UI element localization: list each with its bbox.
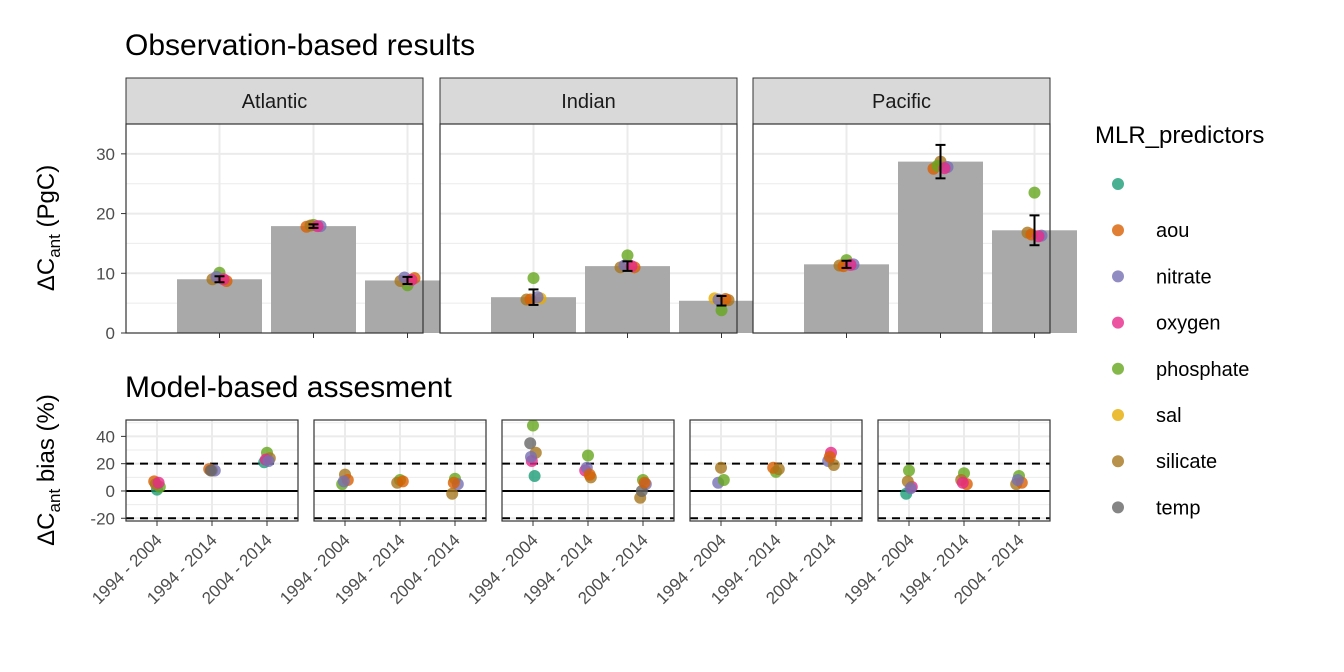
legend-key-nitrate [1112, 270, 1124, 283]
point-silicate [715, 461, 727, 474]
top-y-tick-label: 0 [106, 324, 115, 343]
point-nitrate [337, 475, 350, 488]
legend-label: phosphate [1156, 359, 1249, 381]
bar [271, 226, 356, 333]
legend-label: temp [1156, 497, 1200, 519]
facet-pacific: Pacific [752, 77, 1077, 338]
point-phosphate [1028, 186, 1041, 199]
legend-key-oxygen [1112, 316, 1124, 329]
point-phosphate [715, 304, 728, 317]
legend-key-temp [1112, 501, 1124, 514]
facet-strip [752, 77, 1051, 125]
panel-border [439, 123, 738, 334]
bottom-y-tick-label: 20 [96, 455, 115, 474]
point-oxygen [311, 220, 324, 233]
point-aou [396, 475, 409, 488]
bottom-y-tick-label: -20 [90, 509, 115, 528]
point-temp [204, 464, 217, 477]
point-oxygen [152, 476, 165, 489]
bar [898, 161, 983, 333]
facet-atlantic: Atlantic [125, 77, 450, 338]
panel-border [752, 123, 1051, 334]
point-aou [583, 468, 596, 481]
bottom-y-axis-label: ΔCant bias (%) [33, 394, 64, 546]
top-y-tick-label: 10 [96, 264, 115, 283]
top-y-axis-label-rest: (PgC) [33, 165, 60, 234]
legend-title: MLR_predictors [1095, 122, 1264, 149]
point-aou [447, 476, 460, 489]
point-phosphate [582, 449, 594, 462]
legend-label: sal [1156, 405, 1182, 427]
point-phosphate [527, 272, 540, 285]
legend-label: nitrate [1156, 266, 1212, 288]
facet-indian: Indian [439, 77, 764, 338]
legend-key-aou [1112, 224, 1124, 237]
top-y-axis-label: ΔCant (PgC) [33, 165, 64, 291]
observation-panels: 0 10 20 30 Atlantic Indian Pacific [96, 77, 1077, 343]
point-aou [823, 450, 836, 463]
top-y-tick-label: 20 [96, 205, 115, 224]
legend-label: silicate [1156, 451, 1217, 473]
legend-label: aou [1156, 220, 1189, 242]
point-silicate [446, 487, 459, 500]
facet-strip-label: Atlantic [242, 91, 308, 113]
point-oxygen [956, 476, 969, 489]
bottom-y-tick-label: 0 [106, 482, 115, 501]
bar [177, 279, 262, 333]
bar [992, 230, 1077, 333]
point-nitrate [525, 450, 537, 463]
point-phosphate [903, 464, 915, 477]
facet-strip-label: Pacific [872, 91, 931, 113]
bar [804, 264, 889, 333]
facet-strip-label: Indian [561, 91, 616, 113]
point-silicate [772, 463, 785, 476]
legend-label: oxygen [1156, 313, 1221, 335]
bottom-chart-title: Model-based assesment [125, 371, 453, 404]
bottom-y-axis-label-sub: ant [45, 489, 64, 513]
point-phosphate [717, 474, 730, 487]
point-temp [524, 437, 537, 450]
top-chart-title: Observation-based results [125, 29, 475, 62]
top-y-axis-label-sub: ant [45, 234, 64, 258]
bottom-y-axis-label-rest: bias (%) [33, 394, 60, 489]
point-nitrate [1011, 474, 1024, 487]
bottom-y-tick-label: 40 [96, 427, 115, 446]
point-blank [528, 469, 541, 482]
top-y-tick-label: 30 [96, 145, 115, 164]
point-aou [638, 476, 651, 489]
point-nitrate [262, 454, 275, 467]
facet-strip [439, 77, 738, 125]
legend-key-phosphate [1112, 362, 1124, 375]
legend: MLR_predictors aou nitrate oxygen phosphate… [1095, 122, 1264, 519]
bar [585, 266, 670, 333]
legend-key-sal [1112, 409, 1124, 421]
legend-key-blank [1112, 178, 1124, 190]
point-phosphate [621, 249, 634, 262]
point-phosphate [527, 419, 539, 432]
top-y-axis-label-base: ΔC [33, 258, 60, 291]
point-nitrate [904, 482, 917, 495]
legend-key-silicate [1112, 455, 1124, 468]
panel-border [125, 123, 424, 334]
bottom-y-axis-label-base: ΔC [33, 512, 60, 545]
